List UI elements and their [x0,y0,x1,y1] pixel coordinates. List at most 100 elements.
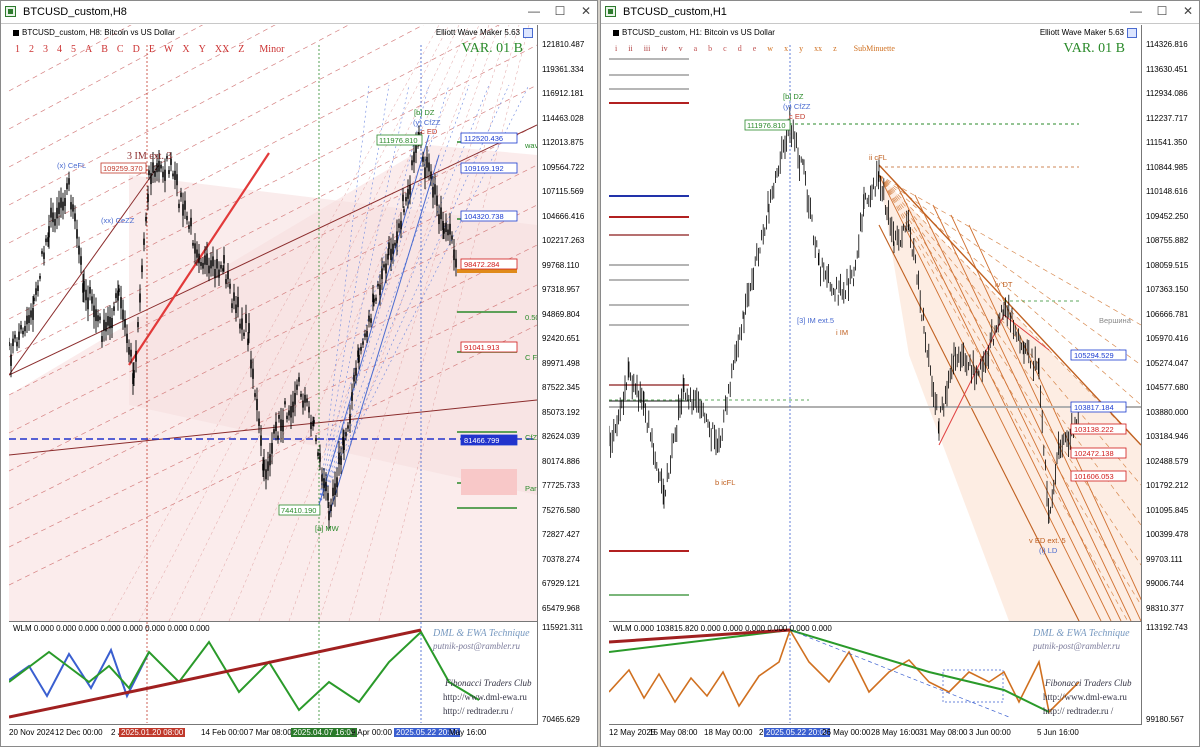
ewm-settings-icon[interactable] [523,28,533,38]
degree-1[interactable]: ii [628,44,633,53]
degree-7[interactable]: C [116,44,124,55]
close-button[interactable]: ✕ [1182,4,1194,18]
degree-6[interactable]: b [708,44,713,53]
degree-15[interactable]: Minor [259,44,285,55]
degree-3[interactable]: 4 [57,44,62,55]
indicator-pane[interactable]: WLM 0.000 0.000 0.000 0.000 0.000 0.000 … [9,621,537,723]
degree-5[interactable]: a [693,44,698,53]
degree-6[interactable]: B [101,44,108,55]
price-axis[interactable]: 114326.816 113630.451 112934.086 112237.717… [1141,25,1199,725]
wave-label: 111976.810 [379,136,418,145]
degree-13[interactable]: XX [214,44,230,55]
symbol-description: BTCUSD_custom, H8: Bitcoin vs US Dollar [13,28,175,37]
watermark-line-5[interactable]: http:// redtrader.ru / [1043,706,1114,716]
degree-14[interactable]: z [833,44,837,53]
wave-label: i IM [836,328,848,337]
time-tick-label: 14 Feb 00:00 [201,728,249,737]
degree-10[interactable]: w [767,44,774,53]
wave-label: iv DT [995,280,1013,289]
boxed-price: 101606.053 [1074,472,1114,481]
boxed-price: 105294.529 [1074,351,1114,360]
degree-0[interactable]: 1 [15,44,20,55]
time-tick-label: 15 May 08:00 [649,728,698,737]
degree-12[interactable]: Y [198,44,206,55]
time-tick-label: 28 May 16:00 [871,728,920,737]
degree-9[interactable]: E [148,44,155,55]
price-tick-label: 105970.416 [1146,334,1189,343]
boxed-price: 102472.138 [1074,449,1114,458]
wave-label: (y) CfZZ [783,102,811,111]
degree-9[interactable]: e [752,44,757,53]
watermark-line-1: DML & EWA Technique [1033,628,1130,639]
indicator-pane[interactable]: WLM 0.000 103815.820 0.000 0.000 0.000 0… [609,621,1141,723]
ewm-label: Elliott Wave Maker 5.63 [436,28,533,38]
degree-11[interactable]: x [784,44,789,53]
maximize-button[interactable]: ☐ [1156,4,1168,18]
price-tick-label: 104577.680 [1146,383,1189,392]
price-tick-label: 94869.804 [542,309,580,319]
price-tick-label: 112013.875 [542,138,584,147]
time-tick-label: 2025.05.22 20:00 [764,728,831,737]
time-tick-label: 3 Jun 00:00 [969,728,1011,737]
wave-label: wave [524,141,537,150]
watermark-line-4[interactable]: http://www.dml-ewa.ru [1043,692,1127,702]
ewm-settings-icon[interactable] [1127,28,1137,38]
chart-window-h8[interactable]: BTCUSD_custom,H8 — ☐ ✕ 112520.436 109169.… [0,0,598,747]
price-tick-label: 107363.150 [1146,285,1189,294]
price-tick-label: 99006.744 [1146,579,1184,588]
price-tick-label: 65479.968 [542,603,580,613]
degree-12[interactable]: y [799,44,804,53]
degree-14[interactable]: Z [238,44,245,55]
wave-label: b icFL [715,478,735,487]
degree-3[interactable]: iv [661,44,668,53]
window-title: BTCUSD_custom,H8 [23,6,127,18]
wave-label: CfZZ [525,433,537,442]
price-tick-label: 72827.427 [542,530,580,539]
maximize-button[interactable]: ☐ [554,4,566,18]
degree-15[interactable]: SubMinuette [853,44,895,53]
price-tick-label: 101095.845 [1146,505,1189,515]
degree-8[interactable]: D [132,44,140,55]
wave-label: C FAI [525,353,537,362]
degree-0[interactable]: i [615,44,618,53]
wave-label: (xx) CeZZ [101,216,135,225]
minimize-button[interactable]: — [528,4,540,18]
window-titlebar[interactable]: BTCUSD_custom,H8 — ☐ ✕ [1,1,597,24]
degree-4[interactable]: v [678,44,683,53]
window-titlebar[interactable]: BTCUSD_custom,H1 — ☐ ✕ [601,1,1199,24]
degree-7[interactable]: c [723,44,727,53]
wave-degree-bar[interactable]: i ii iii iv v a b c d e w x y xx z SubMinuette [615,44,906,53]
price-tick-label: 112934.086 [1146,89,1188,98]
degree-5[interactable]: A [85,44,93,55]
indicator-svg [9,622,480,723]
watermark-line-5[interactable]: http:// redtrader.ru / [443,706,514,716]
wave-label: Вершина [1099,316,1132,325]
wave-degree-bar[interactable]: 1 2 3 4 5 A B C D E W X Y XX Z Minor [15,44,293,55]
degree-2[interactable]: 3 [43,44,48,55]
degree-1[interactable]: 2 [29,44,34,55]
boxed-price: 91041.913 [464,343,499,352]
degree-10[interactable]: W [163,44,174,55]
close-button[interactable]: ✕ [580,4,592,18]
chart-window-h1[interactable]: BTCUSD_custom,H1 — ☐ ✕ 105294.529 103817.… [600,0,1200,747]
degree-4[interactable]: 5 [71,44,76,55]
degree-8[interactable]: d [737,44,742,53]
degree-11[interactable]: X [182,44,190,55]
price-tick-label: 99703.111 [1146,554,1183,564]
price-tick-label: 67929.121 [542,579,580,588]
degree-2[interactable]: iii [643,44,651,53]
price-chart-area[interactable]: 105294.529 103817.184 103138.222 102472.138… [609,25,1141,621]
price-axis[interactable]: 121810.487 119361.334 116912.181 114463.028… [537,25,597,725]
indicator-tick-label: 113192.743 [1146,623,1188,632]
watermark-line-4[interactable]: http://www.dml-ewa.ru [443,692,527,702]
minimize-button[interactable]: — [1130,4,1142,18]
time-tick-label: May 16:00 [449,728,487,737]
degree-13[interactable]: xx [814,44,823,53]
price-tick-label: 85073.192 [542,407,580,417]
price-chart-area[interactable]: 112520.436 109169.192 104320.738 98472.284 9… [9,25,537,621]
watermark-line-2: putnik-post@rambler.ru [1033,641,1121,651]
price-tick-label: 104666.416 [542,211,585,221]
price-tick-label: 113630.451 [1146,64,1188,74]
